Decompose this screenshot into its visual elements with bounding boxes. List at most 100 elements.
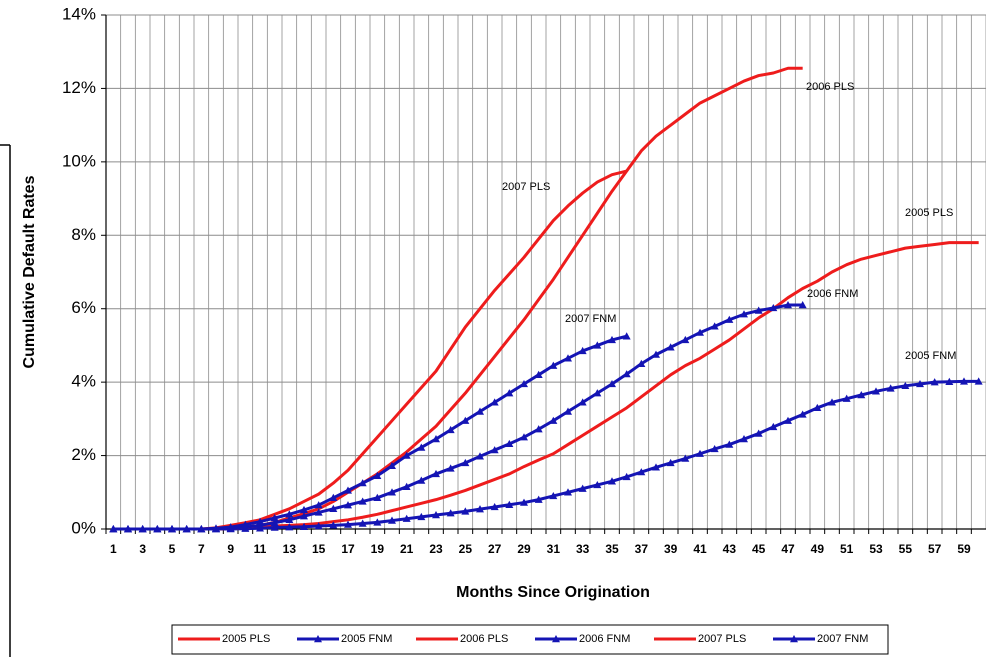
point-marker bbox=[652, 350, 660, 358]
point-marker bbox=[696, 449, 704, 457]
point-marker bbox=[270, 513, 279, 522]
x-tick-label: 49 bbox=[811, 542, 825, 556]
point-marker bbox=[300, 505, 308, 514]
point-marker bbox=[329, 493, 338, 501]
point-marker bbox=[461, 458, 470, 467]
y-tick-label: 4% bbox=[71, 372, 96, 391]
point-marker bbox=[549, 361, 558, 369]
series-annotation: 2005 FNM bbox=[905, 350, 956, 362]
point-marker bbox=[197, 525, 206, 533]
point-marker bbox=[696, 328, 704, 336]
point-marker bbox=[886, 384, 895, 392]
point-marker bbox=[109, 525, 118, 533]
point-marker bbox=[153, 525, 162, 533]
point-marker bbox=[769, 303, 778, 312]
y-tick-label: 14% bbox=[62, 4, 96, 23]
point-marker bbox=[725, 440, 734, 448]
point-marker bbox=[534, 370, 543, 378]
point-marker bbox=[388, 461, 396, 470]
point-marker bbox=[666, 458, 675, 467]
series-annotation: 2007 PLS bbox=[502, 181, 550, 193]
point-marker bbox=[285, 515, 294, 524]
point-marker bbox=[608, 335, 616, 344]
point-marker bbox=[285, 523, 294, 531]
point-marker bbox=[784, 301, 792, 309]
point-marker bbox=[314, 522, 323, 530]
y-tick-label: 2% bbox=[71, 445, 96, 464]
legend-box bbox=[171, 624, 889, 655]
point-marker bbox=[358, 519, 367, 527]
x-tick-label: 51 bbox=[840, 542, 854, 556]
series-annotation: 2005 PLS bbox=[905, 207, 953, 219]
point-marker bbox=[945, 377, 954, 385]
legend-marker bbox=[314, 635, 322, 643]
point-marker bbox=[549, 491, 558, 500]
x-tick-label: 35 bbox=[605, 542, 619, 556]
x-tick-label: 59 bbox=[957, 542, 971, 556]
y-tick-label: 8% bbox=[71, 225, 96, 244]
x-axis-title: Months Since Origination bbox=[456, 584, 650, 601]
point-marker bbox=[798, 410, 807, 418]
point-marker bbox=[740, 435, 748, 443]
point-marker bbox=[916, 379, 924, 388]
point-marker bbox=[388, 516, 396, 524]
x-tick-label: 25 bbox=[459, 542, 473, 556]
legend-marker bbox=[790, 635, 798, 643]
x-tick-label: 45 bbox=[752, 542, 766, 556]
legend-label: 2006 FNM bbox=[579, 633, 630, 645]
x-tick-label: 33 bbox=[576, 542, 590, 556]
x-tick-label: 3 bbox=[139, 542, 146, 556]
point-marker bbox=[314, 501, 323, 509]
point-marker bbox=[622, 472, 631, 481]
series-annotation: 2007 FNM bbox=[565, 313, 616, 325]
point-marker bbox=[476, 505, 484, 513]
point-marker bbox=[358, 497, 367, 505]
point-marker bbox=[432, 511, 440, 519]
point-marker bbox=[593, 341, 602, 349]
point-marker bbox=[608, 477, 616, 485]
point-marker bbox=[344, 486, 352, 494]
point-marker bbox=[593, 389, 602, 397]
point-marker bbox=[241, 520, 250, 528]
point-marker bbox=[300, 512, 308, 520]
point-marker bbox=[710, 444, 719, 453]
point-marker bbox=[373, 493, 382, 501]
point-marker bbox=[476, 407, 484, 415]
point-marker bbox=[124, 525, 132, 533]
x-tick-label: 29 bbox=[517, 542, 531, 556]
point-marker bbox=[842, 394, 851, 402]
point-marker bbox=[622, 370, 631, 378]
point-marker bbox=[725, 315, 734, 323]
point-marker bbox=[490, 502, 499, 511]
legend-label: 2007 FNM bbox=[817, 633, 868, 645]
point-marker bbox=[300, 522, 308, 530]
point-marker bbox=[432, 469, 440, 478]
x-tick-label: 19 bbox=[371, 542, 385, 556]
point-marker bbox=[710, 322, 719, 330]
point-marker bbox=[578, 484, 587, 492]
point-marker bbox=[784, 416, 792, 424]
x-tick-label: 1 bbox=[110, 542, 117, 556]
x-tick-label: 41 bbox=[693, 542, 707, 556]
x-tick-label: 57 bbox=[928, 542, 942, 556]
point-marker bbox=[974, 377, 983, 385]
point-marker bbox=[402, 482, 411, 490]
point-marker bbox=[329, 521, 338, 529]
point-marker bbox=[564, 407, 572, 415]
point-marker bbox=[476, 452, 484, 460]
point-marker bbox=[681, 335, 690, 344]
point-marker bbox=[872, 387, 880, 395]
point-marker bbox=[593, 480, 602, 489]
series-annotation: 2006 FNM bbox=[807, 288, 858, 300]
point-marker bbox=[314, 508, 323, 516]
point-marker bbox=[446, 425, 455, 434]
point-marker bbox=[652, 463, 660, 471]
point-marker bbox=[226, 523, 235, 531]
point-marker bbox=[270, 523, 279, 531]
point-marker bbox=[461, 507, 470, 515]
y-tick-label: 10% bbox=[62, 151, 96, 170]
point-marker bbox=[505, 439, 514, 448]
y-axis-title: Cumulative Default Rates bbox=[21, 175, 38, 368]
x-tick-label: 11 bbox=[254, 542, 267, 556]
point-marker bbox=[534, 495, 543, 503]
